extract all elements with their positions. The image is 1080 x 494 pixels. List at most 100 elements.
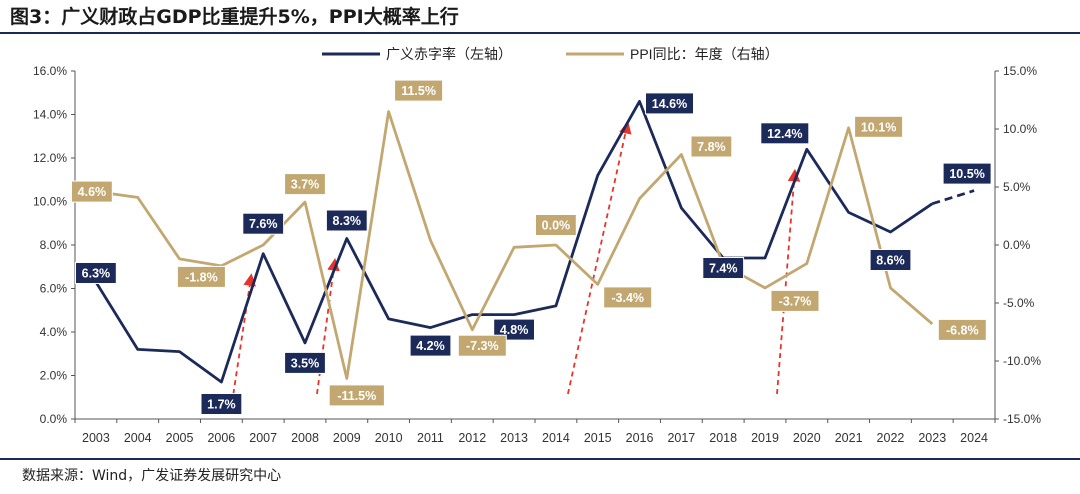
left-tick-label: 8.0% xyxy=(40,238,68,252)
ppi-label-box xyxy=(284,173,326,196)
ppi-label-box xyxy=(457,334,507,357)
right-tick-label: -5.0% xyxy=(1003,296,1035,310)
ppi-data-label: 4.6% xyxy=(78,185,107,199)
deficit-label-box xyxy=(702,257,745,279)
ppi-label-box xyxy=(690,135,733,158)
x-tick-label: 2015 xyxy=(584,431,612,445)
data-labels: 6.3% 1.7% 7.6% 3.5% 8.3% 4.2% 4.8% 14.6% 7.4% 12.… xyxy=(71,79,992,415)
series-lines xyxy=(94,100,975,384)
left-tick-label: 6.0% xyxy=(40,282,68,296)
deficit-label-box xyxy=(645,92,694,115)
ppi-label-box xyxy=(394,79,444,102)
ppi-label-box xyxy=(937,318,987,341)
trend-arrow xyxy=(316,257,340,395)
ppi-data-label: -7.3% xyxy=(466,339,499,353)
ppi-label-box xyxy=(71,180,113,203)
ppi-label-box xyxy=(854,115,904,138)
deficit-data-label: 12.4% xyxy=(767,127,802,141)
left-tick-label: 4.0% xyxy=(40,325,68,339)
ppi-data-label: 10.1% xyxy=(861,120,896,134)
trend-arrow xyxy=(776,168,801,395)
x-tick-label: 2008 xyxy=(291,431,319,445)
deficit-label-box xyxy=(242,212,285,235)
x-tick-label: 2010 xyxy=(375,431,403,445)
x-tick-label: 2016 xyxy=(626,431,654,445)
bottom-rule xyxy=(0,458,1080,460)
left-tick-label: 16.0% xyxy=(33,64,67,78)
deficit-label-box xyxy=(200,393,243,415)
x-tick-label: 2005 xyxy=(166,431,194,445)
x-tick-label: 2012 xyxy=(458,431,486,445)
ppi-data-label: -1.8% xyxy=(185,270,218,284)
right-tick-label: -10.0% xyxy=(1003,354,1041,368)
chart-title: 图3：广义财政占GDP比重提升5%，PPI大概率上行 xyxy=(10,6,459,28)
ppi-data-label: -3.4% xyxy=(611,291,644,305)
x-tick-label: 2019 xyxy=(751,431,779,445)
deficit-data-label: 7.4% xyxy=(709,262,738,276)
ppi-data-label: 0.0% xyxy=(542,219,571,233)
ppi-label-box xyxy=(770,289,820,312)
left-tick-label: 2.0% xyxy=(40,369,68,383)
deficit-label-box xyxy=(760,122,810,145)
deficit-data-label: 1.7% xyxy=(207,398,236,412)
left-tick-label: 10.0% xyxy=(33,195,67,209)
ppi-data-label: 11.5% xyxy=(401,84,436,98)
ppi-data-label: -11.5% xyxy=(337,389,376,403)
x-tick-label: 2004 xyxy=(124,431,152,445)
x-tick-label: 2003 xyxy=(82,431,110,445)
deficit-label-box xyxy=(284,351,326,374)
legend: 广义赤字率（左轴） PPI同比：年度（右轴） xyxy=(322,46,779,62)
ppi-data-label: 7.8% xyxy=(697,140,726,154)
x-tick-label: 2017 xyxy=(667,431,695,445)
left-tick-label: 12.0% xyxy=(33,151,67,165)
deficit-label-box xyxy=(869,249,912,271)
deficit-label-box xyxy=(75,262,117,284)
deficit-label-box xyxy=(325,209,368,232)
x-tick-label: 2023 xyxy=(918,431,946,445)
ppi-data-label: -3.7% xyxy=(779,294,812,308)
deficit-data-label: 3.5% xyxy=(291,356,320,370)
deficit-ratio-line xyxy=(94,100,934,384)
ppi-label-box xyxy=(176,265,226,288)
deficit-data-label: 10.5% xyxy=(949,167,984,181)
deficit-data-label: 8.3% xyxy=(333,214,362,228)
deficit-ratio-forecast-line xyxy=(931,189,975,206)
x-tick-label: 2020 xyxy=(793,431,821,445)
deficit-data-label: 7.6% xyxy=(249,217,278,231)
deficit-label-box xyxy=(942,162,992,185)
left-tick-label: 14.0% xyxy=(33,108,67,122)
left-tick-label: 0.0% xyxy=(40,412,68,426)
legend-label-deficit: 广义赤字率（左轴） xyxy=(386,46,512,62)
deficit-data-label: 8.6% xyxy=(876,254,905,268)
source-note: 数据来源：Wind，广发证券发展研究中心 xyxy=(22,468,282,484)
x-tick-label: 2013 xyxy=(500,431,528,445)
legend-label-ppi: PPI同比：年度（右轴） xyxy=(630,46,779,62)
top-rule xyxy=(0,32,1080,34)
x-tick-label: 2018 xyxy=(709,431,737,445)
ppi-data-label: -6.8% xyxy=(946,323,979,337)
axes: 0.0% 2.0% 4.0% 6.0% 8.0% 10.0% 12.0% 14.0% 16.0%… xyxy=(33,64,1041,445)
deficit-data-label: 4.2% xyxy=(416,339,445,353)
right-tick-label: 5.0% xyxy=(1003,180,1031,194)
x-tick-label: 2024 xyxy=(960,431,988,445)
deficit-label-box xyxy=(409,334,452,357)
x-tick-label: 2021 xyxy=(835,431,863,445)
ppi-line xyxy=(95,110,934,380)
right-tick-label: 10.0% xyxy=(1003,122,1037,136)
x-tick-label: 2009 xyxy=(333,431,361,445)
deficit-data-label: 6.3% xyxy=(82,267,111,281)
x-tick-label: 2011 xyxy=(417,431,444,445)
x-tick-label: 2014 xyxy=(542,431,570,445)
ppi-label-box xyxy=(535,214,577,236)
right-tick-label: -15.0% xyxy=(1003,412,1041,426)
right-tick-label: 0.0% xyxy=(1003,238,1031,252)
deficit-data-label: 14.6% xyxy=(652,97,687,111)
x-tick-label: 2007 xyxy=(249,431,277,445)
right-tick-label: 15.0% xyxy=(1003,64,1037,78)
deficit-data-label: 4.8% xyxy=(500,323,529,337)
ppi-label-box xyxy=(328,384,385,407)
trend-arrow xyxy=(567,120,632,395)
ppi-label-box xyxy=(603,286,653,309)
ppi-data-label: 3.7% xyxy=(291,178,320,192)
